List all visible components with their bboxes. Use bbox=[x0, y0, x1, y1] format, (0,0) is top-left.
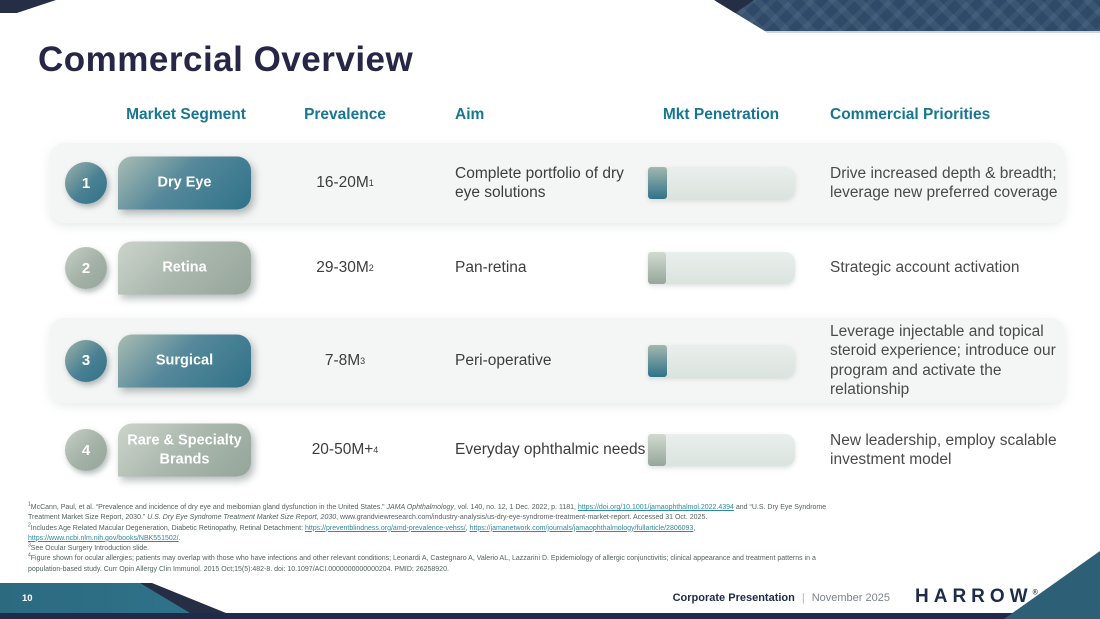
aim-text: Peri-operative bbox=[455, 351, 552, 369]
row-number-badge: 3 bbox=[65, 339, 107, 382]
penetration-bar-cell bbox=[648, 143, 795, 223]
footnote-text: Treatment Market Size Report, 2030.” bbox=[28, 514, 148, 522]
penetration-bar-cell bbox=[648, 318, 795, 403]
header-mkt-penetration: Mkt Penetration bbox=[662, 106, 780, 123]
footnote-line: 3See Ocular Surgery Introduction slide. bbox=[28, 542, 1073, 554]
priorities-text: Strategic account activation bbox=[830, 259, 1020, 277]
table-header-row: Market Segment Prevalence Aim Mkt Penetr… bbox=[50, 106, 1065, 132]
aim-text: Everyday ophthalmic needs bbox=[455, 441, 646, 459]
footnote-text: U.S. Dry Eye Syndrome Treatment Market S… bbox=[147, 514, 337, 522]
prevalence-value: 20-50M+ 4 bbox=[311, 441, 379, 458]
banner-pattern bbox=[714, 0, 1100, 33]
page-number-tab: 10 bbox=[0, 583, 190, 613]
table-row: 4 Rare & Specialty Brands 20-50M+ 4 Every… bbox=[50, 412, 1065, 488]
penetration-bar-cell bbox=[648, 412, 795, 488]
segment-button-surgical: Surgical bbox=[118, 334, 251, 387]
footnote-line: 2Includes Age Related Macular Degenerati… bbox=[28, 522, 1073, 534]
segment-button-retina: Retina bbox=[118, 241, 251, 295]
footnote-line: Treatment Market Size Report, 2030.” U.S… bbox=[28, 513, 1073, 523]
footnote-link[interactable]: https://jamanetwork.com/journals/jamaoph… bbox=[469, 524, 694, 532]
footnote-marker: 1 bbox=[28, 501, 31, 508]
footnote-text: , bbox=[693, 524, 696, 532]
bottom-navy-strip bbox=[0, 613, 1100, 619]
footnote-text: , www.grandviewresearch.com/industry-ana… bbox=[336, 514, 708, 522]
footnote-line: population-based study. Curr Opin Allerg… bbox=[28, 565, 1073, 575]
footer-meta: Corporate Presentation | November 2025 bbox=[590, 592, 890, 604]
footnote-line: https://www.ncbi.nlm.nih.gov/books/NBK55… bbox=[28, 534, 1073, 544]
footnote-marker: 4 bbox=[28, 553, 31, 560]
priorities-text: Leverage injectable and topical steroid … bbox=[830, 323, 1056, 398]
header-aim: Aim bbox=[455, 106, 485, 123]
footnote-text: . bbox=[178, 534, 181, 542]
penetration-bar bbox=[648, 167, 795, 199]
page-number: 10 bbox=[22, 592, 33, 604]
priorities-text: Drive increased depth & breadth; leverag… bbox=[830, 164, 1058, 201]
footer-separator: | bbox=[801, 592, 805, 604]
table-row: 2 Retina 29-30M 2 Pan-retina Strategic ac… bbox=[50, 232, 1065, 304]
footnote-text: and “U.S. Dry Eye Syndrome bbox=[733, 504, 827, 511]
registered-mark: ® bbox=[1032, 589, 1038, 597]
footnote-link[interactable]: https://doi.org/10.1001/jamaophthalmol.2… bbox=[577, 504, 734, 511]
footnote-line: 1McCann, Paul, et al. “Prevalence and in… bbox=[28, 501, 1073, 513]
row-number-badge: 4 bbox=[65, 429, 107, 471]
page-title: Commercial Overview bbox=[38, 40, 414, 79]
header-prevalence: Prevalence bbox=[304, 106, 386, 123]
footnote-text: Includes Age Related Macular Degeneratio… bbox=[30, 524, 305, 532]
penetration-bar bbox=[648, 252, 795, 284]
penetration-bar-cell bbox=[648, 232, 795, 304]
footnote-text: See Ocular Surgery Introduction slide. bbox=[30, 545, 150, 553]
footnote-text: Figure shown for ocular allergies; patie… bbox=[30, 555, 816, 563]
footnote-text: JAMA Ophthalmology bbox=[386, 504, 454, 511]
harrow-logo: HARROW® bbox=[915, 586, 1038, 607]
footnote-marker: 3 bbox=[28, 542, 31, 549]
header-market-segment: Market Segment bbox=[126, 106, 246, 123]
penetration-bar-fill bbox=[648, 344, 668, 377]
header-commercial-priorities: Commercial Priorities bbox=[830, 106, 991, 123]
row-number-badge: 2 bbox=[65, 247, 107, 289]
aim-text: Pan-retina bbox=[455, 259, 527, 277]
footnote-marker: 2 bbox=[28, 522, 31, 529]
row-number-badge: 1 bbox=[65, 162, 107, 204]
footnote-link[interactable]: https://www.ncbi.nlm.nih.gov/books/NBK55… bbox=[28, 534, 179, 542]
penetration-bar-fill bbox=[648, 252, 666, 284]
penetration-bar bbox=[648, 344, 795, 377]
prevalence-value: 16-20M 1 bbox=[316, 174, 374, 191]
top-right-banner bbox=[714, 0, 1100, 33]
penetration-bar-fill bbox=[648, 434, 666, 466]
footer-doc-title: Corporate Presentation bbox=[672, 592, 795, 604]
footnote-line: 4Figure shown for ocular allergies; pati… bbox=[28, 554, 1073, 564]
banner-underline bbox=[748, 31, 1100, 33]
footnote-text: , bbox=[465, 524, 470, 532]
footnotes: 1McCann, Paul, et al. “Prevalence and in… bbox=[28, 501, 1073, 575]
table-row: 1 Dry Eye 16-20M 1 Complete portfolio of … bbox=[50, 143, 1065, 223]
segment-button-rare-specialty: Rare & Specialty Brands bbox=[118, 423, 251, 477]
top-left-corner-decoration bbox=[0, 0, 56, 13]
table-row: 3 Surgical 7-8M 3 Peri-operative Leverage… bbox=[50, 318, 1065, 403]
footnote-link[interactable]: https://preventblindness.org/amd-prevale… bbox=[304, 524, 466, 532]
penetration-bar-fill bbox=[648, 167, 668, 199]
segment-button-dry-eye: Dry Eye bbox=[118, 156, 251, 210]
penetration-bar bbox=[648, 434, 795, 466]
prevalence-value: 7-8M 3 bbox=[324, 351, 366, 369]
footnote-text: McCann, Paul, et al. “Prevalence and inc… bbox=[30, 504, 387, 511]
footnote-text: , vol. 140, no. 12, 1 Dec. 2022, p. 1181… bbox=[453, 504, 578, 511]
footer-date: November 2025 bbox=[811, 592, 890, 604]
priorities-text: New leadership, employ scalable investme… bbox=[830, 431, 1057, 468]
footnote-text: population-based study. Curr Opin Allerg… bbox=[28, 565, 449, 573]
aim-text: Complete portfolio of dry eye solutions bbox=[455, 164, 624, 201]
prevalence-value: 29-30M 2 bbox=[316, 259, 374, 276]
